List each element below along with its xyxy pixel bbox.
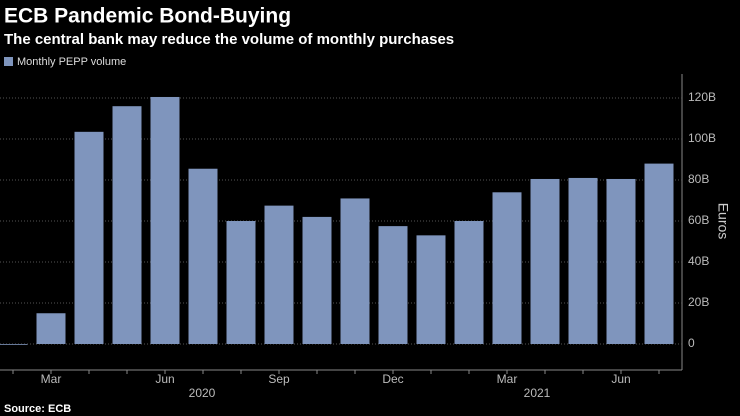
y-tick-label: 20B <box>688 295 709 309</box>
legend-swatch <box>4 57 13 66</box>
bar <box>454 221 484 344</box>
bar <box>0 344 28 345</box>
legend-label: Monthly PEPP volume <box>17 56 126 68</box>
x-tick-label: Mar <box>41 372 62 386</box>
x-tick-label: Dec <box>382 372 403 386</box>
bar <box>416 235 446 344</box>
year-label: 2021 <box>524 386 551 400</box>
bar <box>112 106 142 344</box>
bar <box>568 177 598 344</box>
y-tick-label: 40B <box>688 254 709 268</box>
y-tick-label: 0 <box>688 336 695 350</box>
bar <box>492 192 522 344</box>
y-tick-label: 100B <box>688 131 716 145</box>
source: Source: ECB <box>4 403 71 415</box>
y-axis-title: Euros <box>715 203 731 240</box>
bar <box>36 313 66 344</box>
x-tick-label: Sep <box>268 372 290 386</box>
bar <box>530 178 560 344</box>
bar <box>74 131 104 344</box>
bar <box>150 96 180 344</box>
bar <box>302 216 332 344</box>
x-tick-label: Jun <box>611 372 630 386</box>
bar <box>378 226 408 344</box>
y-tick-label: 120B <box>688 90 716 104</box>
bar <box>226 221 256 344</box>
chart-subtitle: The central bank may reduce the volume o… <box>4 31 454 48</box>
bar <box>340 198 370 344</box>
x-tick-label: Jun <box>155 372 174 386</box>
bar <box>606 178 636 344</box>
y-tick-label: 60B <box>688 213 709 227</box>
chart-title: ECB Pandemic Bond-Buying <box>4 5 291 28</box>
bar <box>264 205 294 344</box>
y-tick-label: 80B <box>688 172 709 186</box>
bar <box>188 168 218 344</box>
x-tick-label: Mar <box>497 372 518 386</box>
year-label: 2020 <box>189 386 216 400</box>
bar <box>644 163 674 344</box>
